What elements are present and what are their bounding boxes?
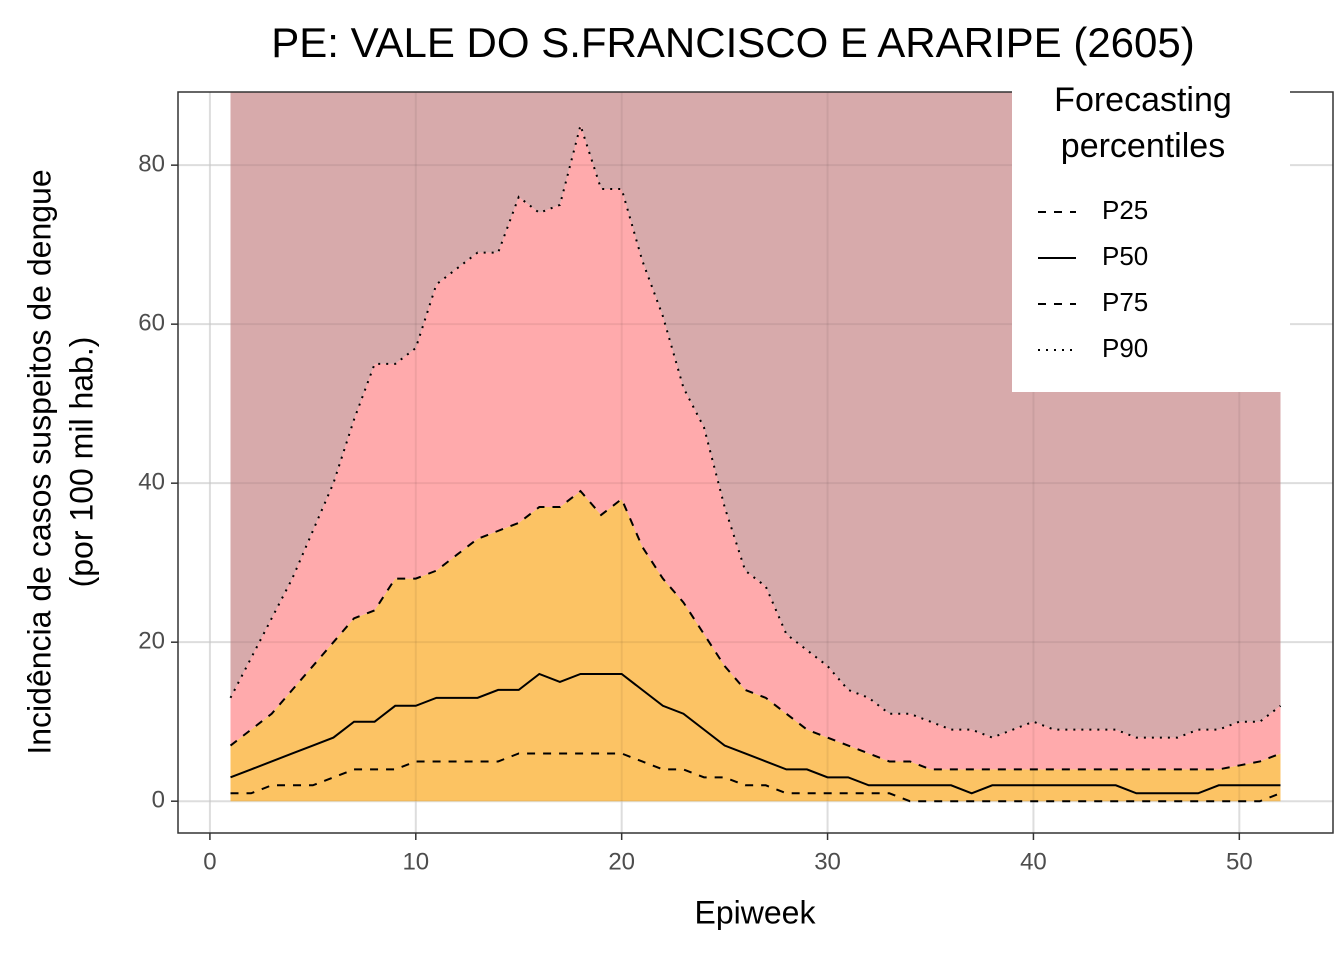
chart-title: PE: VALE DO S.FRANCISCO E ARARIPE (2605) bbox=[271, 19, 1195, 66]
legend: Forecasting percentiles P25 P50 P75 P90 bbox=[1012, 81, 1290, 392]
x-axis-title: Epiweek bbox=[695, 894, 817, 930]
band bbox=[230, 125, 1281, 770]
y-tick-label: 40 bbox=[138, 469, 165, 496]
y-tick-label: 60 bbox=[138, 310, 165, 337]
legend-title: Forecasting percentiles bbox=[1054, 81, 1232, 165]
x-tick-label: 20 bbox=[608, 848, 635, 875]
legend-box bbox=[1012, 84, 1290, 392]
y-tick-label: 20 bbox=[138, 628, 165, 655]
y-tick-label: 80 bbox=[138, 150, 165, 177]
band bbox=[230, 491, 1281, 802]
legend-label: P50 bbox=[1102, 241, 1148, 271]
percentile-line bbox=[229, 121, 1282, 739]
legend-label: P25 bbox=[1102, 195, 1148, 225]
y-tick-label: 0 bbox=[152, 787, 165, 814]
y-axis-title: Incidência de casos suspeitos de dengue bbox=[21, 169, 57, 754]
x-tick-label: 0 bbox=[203, 848, 216, 875]
percentile-line bbox=[230, 672, 1281, 795]
legend-label: P75 bbox=[1102, 287, 1148, 317]
legend-label: P90 bbox=[1102, 333, 1148, 363]
x-tick-label: 50 bbox=[1226, 848, 1253, 875]
x-tick-label: 30 bbox=[814, 848, 841, 875]
plot-border bbox=[177, 91, 1334, 834]
x-tick-label: 40 bbox=[1020, 848, 1047, 875]
y-axis-title: (por 100 mil hab.) bbox=[63, 337, 99, 588]
percentile-line bbox=[230, 752, 1281, 803]
x-tick-label: 10 bbox=[402, 848, 429, 875]
